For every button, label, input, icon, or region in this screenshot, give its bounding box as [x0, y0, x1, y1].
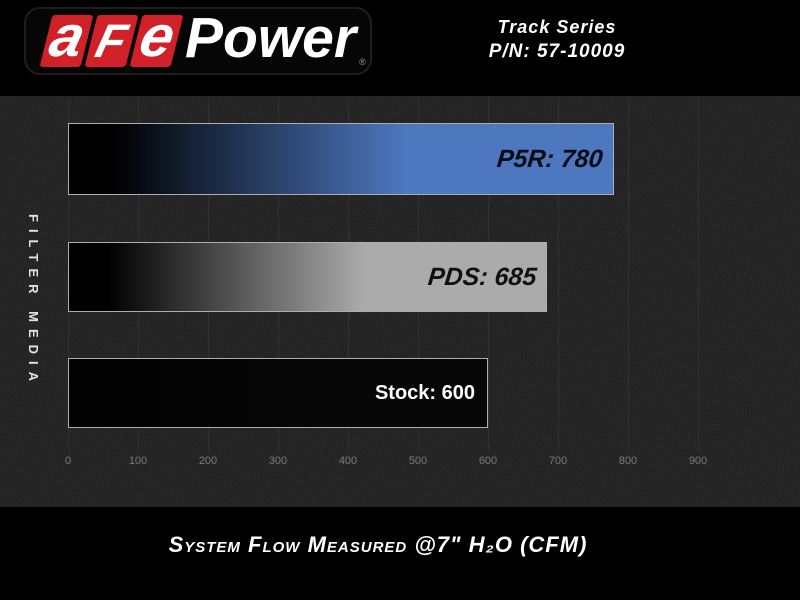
x-tick-label: 200 [198, 455, 218, 467]
x-tick-label: 300 [268, 455, 288, 467]
series-name: Track Series [497, 17, 617, 37]
x-tick-label: 600 [478, 455, 498, 467]
y-axis-label: FILTER MEDIA [26, 214, 41, 389]
header: a F e Power ® Track Series P/N: 57-10009 [0, 0, 800, 96]
x-tick-label: 800 [618, 455, 638, 467]
registered-trademark-symbol: ® [359, 57, 366, 67]
logo-wordmark: Power [185, 5, 357, 70]
x-tick-label: 900 [688, 455, 708, 467]
bar-p5r: P5R: 780 [68, 123, 614, 195]
x-tick-label: 100 [128, 455, 148, 467]
gridline [698, 98, 699, 451]
bar-stock: Stock: 600 [68, 358, 488, 428]
logo-red-tiles: a F e [39, 4, 184, 69]
bar-pds: PDS: 685 [68, 242, 547, 312]
afe-power-logo: a F e Power ® [24, 4, 372, 75]
x-tick-label: 0 [64, 455, 72, 467]
x-tick-label: 700 [548, 455, 568, 467]
flow-bar-chart: FILTER MEDIA 0 100 200 300 400 500 600 700 800 90… [0, 96, 800, 507]
bar-value-label: P5R: 780 [495, 144, 605, 173]
bar-value-label: Stock: 600 [374, 381, 475, 404]
chart-caption: System Flow Measured @7" H₂O (CFM) [168, 532, 588, 557]
x-tick-label: 400 [338, 455, 358, 467]
series-title-block: Track Series P/N: 57-10009 [489, 17, 626, 63]
part-number: P/N: 57-10009 [488, 41, 626, 62]
gridline [628, 98, 629, 451]
gridline [558, 98, 559, 451]
bar-value-label: PDS: 685 [426, 262, 538, 291]
x-tick-label: 500 [408, 455, 428, 467]
logo-tile: e [129, 4, 184, 69]
